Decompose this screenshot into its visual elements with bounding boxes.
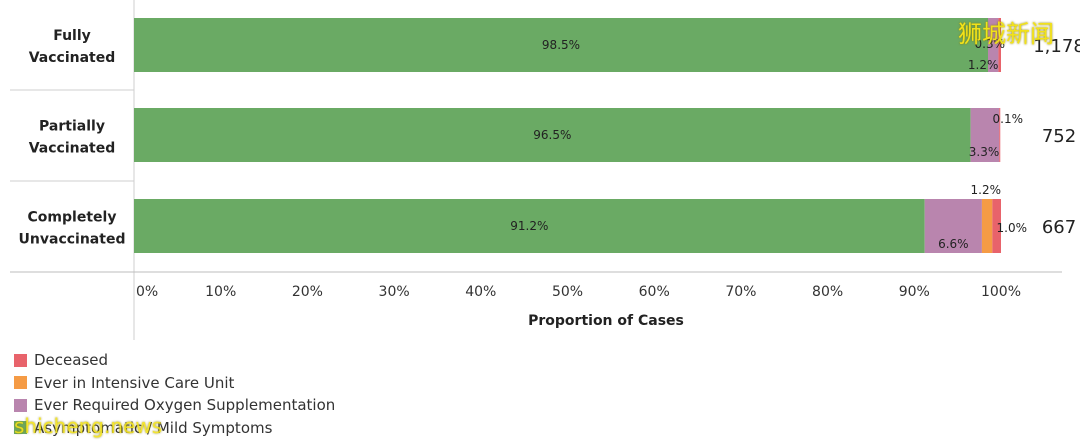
bar-segment (998, 18, 1001, 72)
category-label: Vaccinated (29, 141, 116, 157)
x-tick-label: 90% (899, 284, 930, 300)
bar-segment (134, 18, 988, 72)
bar-data-label: 96.5% (533, 128, 571, 142)
bar-segment (992, 199, 1001, 253)
category-total: 1,178 (1033, 36, 1080, 57)
legend-swatch (14, 353, 27, 367)
legend-item-mild: Asymptomatic / Mild Symptoms (14, 417, 335, 440)
bar-data-label: 1.2% (971, 183, 1002, 197)
legend-label: Deceased (34, 351, 109, 370)
category-total: 752 (1042, 126, 1076, 147)
chart-bars: 98.5% 1.2% 0.3% 96.5% 3.3% 0.1% 91.2% 6.6% 1.2% 1… (134, 18, 1027, 253)
category-label: Completely (28, 210, 117, 226)
chart-totals: 1,178 752 667 (1033, 36, 1080, 238)
category-label: Fully (53, 28, 91, 44)
bar-segment (999, 108, 1001, 162)
legend-item-deceased: Deceased (14, 349, 335, 372)
category-label: Partially (39, 119, 105, 135)
legend-item-icu: Ever in Intensive Care Unit (14, 372, 335, 395)
legend-swatch (14, 421, 27, 435)
legend-label: Asymptomatic / Mild Symptoms (34, 418, 273, 437)
bar-data-label: 1.2% (968, 58, 999, 72)
bar-data-label: 0.3% (975, 37, 1006, 51)
bar-segment (981, 199, 993, 253)
chart-x-ticks: 0% 10% 20% 30% 40% 50% 60% 70% 80% 90% 100% (136, 284, 1021, 300)
legend-label: Ever in Intensive Care Unit (34, 373, 235, 392)
x-tick-label: 60% (639, 284, 670, 300)
legend-swatch (14, 376, 27, 390)
x-tick-label: 70% (725, 284, 756, 300)
bar-segment (134, 108, 971, 162)
x-tick-label: 30% (379, 284, 410, 300)
bar-segment (987, 18, 999, 72)
x-tick-label: 50% (552, 284, 583, 300)
bar-data-label: 1.0% (997, 221, 1028, 235)
chart-legend: Deceased Ever in Intensive Care Unit Eve… (14, 349, 335, 439)
bar-data-label: 91.2% (510, 219, 548, 233)
x-tick-label: 100% (981, 284, 1021, 300)
bar-data-label: 6.6% (938, 237, 969, 251)
bar-segment (134, 199, 925, 253)
legend-label: Ever Required Oxygen Supplementation (34, 396, 336, 415)
x-tick-label: 80% (812, 284, 843, 300)
watermark-chinese: 狮城新闻 (958, 20, 1054, 48)
bar-segment (970, 108, 1000, 162)
bar-segment (924, 199, 982, 253)
legend-swatch (14, 398, 27, 412)
x-axis-title: Proportion of Cases (528, 313, 684, 329)
x-tick-label: 0% (136, 284, 158, 300)
x-tick-label: 10% (205, 284, 236, 300)
stacked-bar-chart: 98.5% 1.2% 0.3% 96.5% 3.3% 0.1% 91.2% 6.6% 1.2% 1… (10, 0, 1080, 340)
watermark-url: shicheng.news (14, 414, 163, 438)
bar-data-label: 0.1% (993, 112, 1024, 126)
x-tick-label: 40% (465, 284, 496, 300)
x-tick-label: 20% (292, 284, 323, 300)
chart-category-labels: Fully Vaccinated Partially Vaccinated Comple… (19, 28, 126, 248)
category-label: Vaccinated (29, 50, 116, 66)
category-total: 667 (1042, 217, 1076, 238)
bar-data-label: 3.3% (969, 145, 1000, 159)
bar-data-label: 98.5% (542, 38, 580, 52)
legend-item-oxygen: Ever Required Oxygen Supplementation (14, 394, 335, 417)
category-label: Unvaccinated (19, 232, 126, 248)
